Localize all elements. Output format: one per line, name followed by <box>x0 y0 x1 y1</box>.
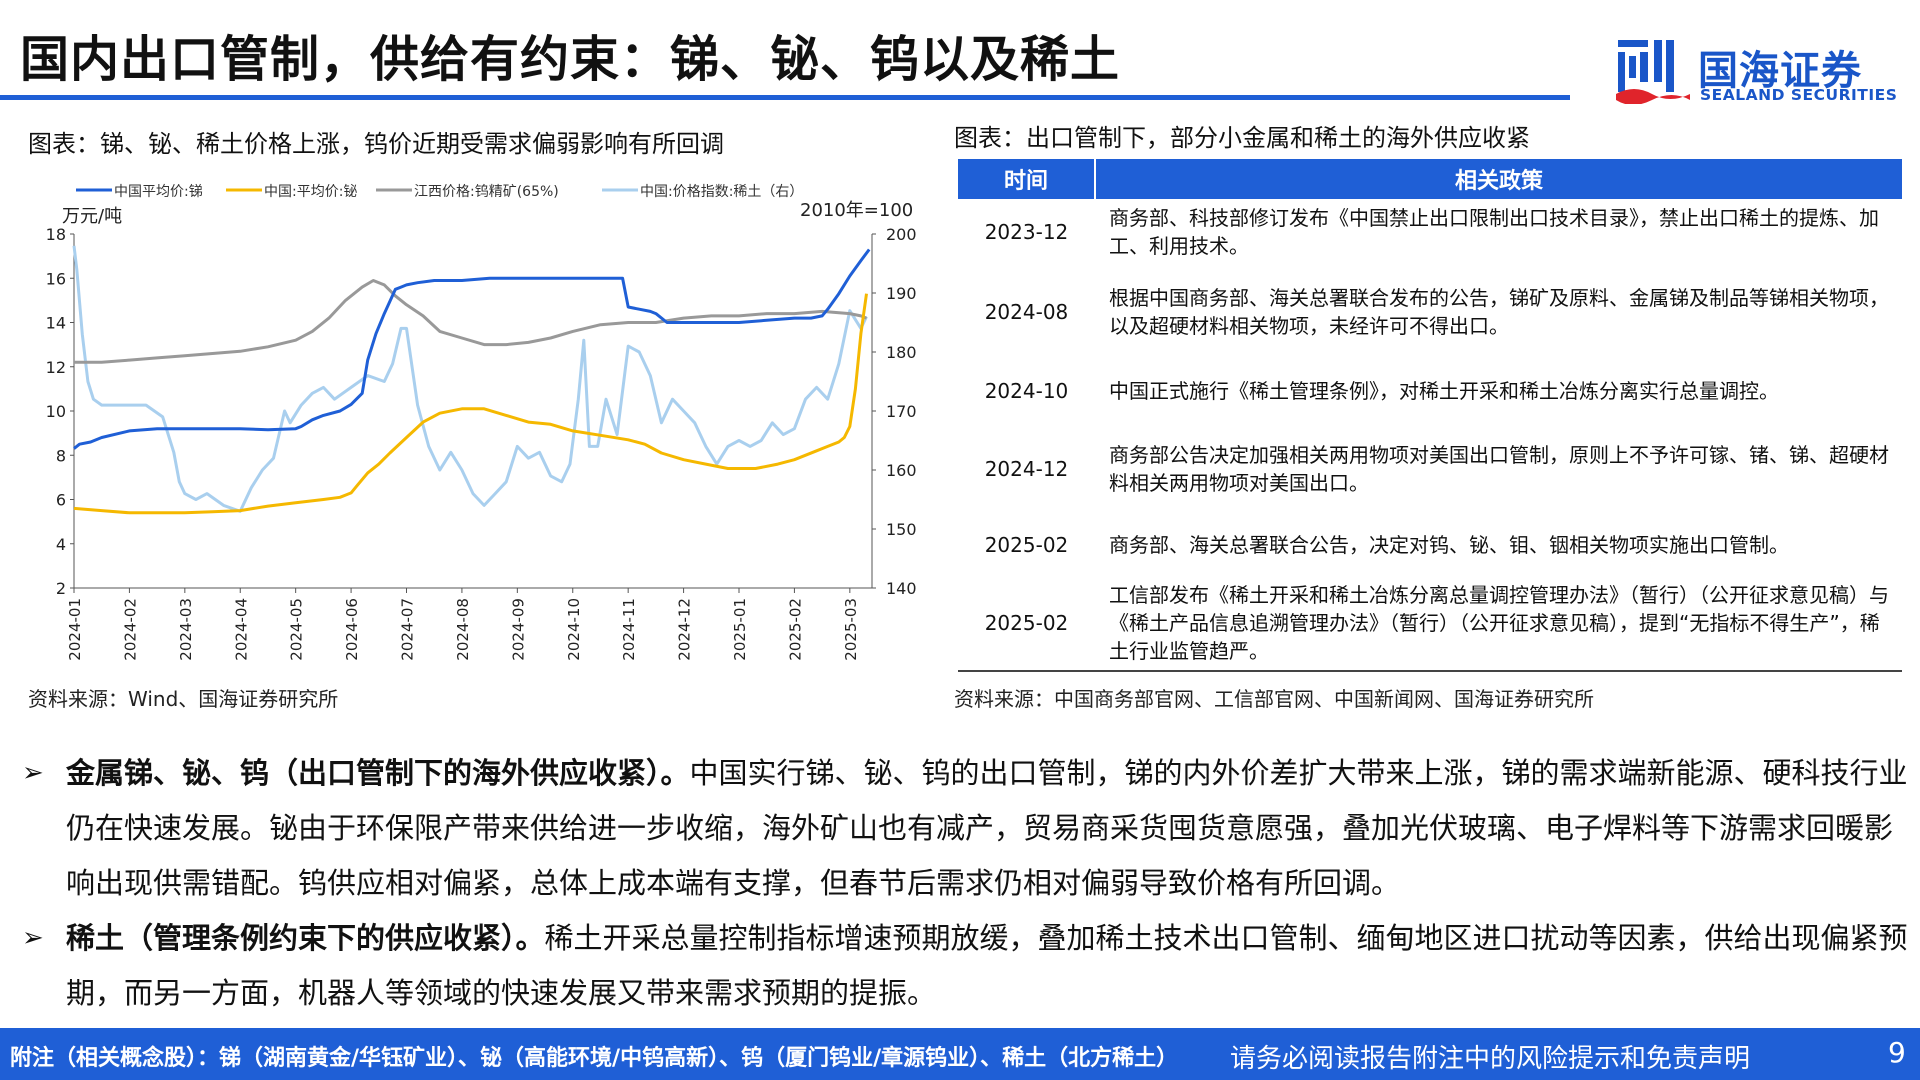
x-tick-label: 2024-05 <box>288 598 306 661</box>
table-row: 2024-12 商务部公告决定加强相关两用物项对美国出口管制，原则上不予许可镓、… <box>958 423 1902 515</box>
legend-entry: 中国:平均价:铋 <box>264 184 357 200</box>
bullet-item: ➢ 稀土（管理条例约束下的供应收紧）。稀土开采总量控制指标增速预期放缓，叠加稀土… <box>22 911 1912 1021</box>
table-header-row: 时间 相关政策 <box>958 159 1902 199</box>
title-rule <box>0 95 1570 100</box>
y-tick-label: 16 <box>46 269 66 288</box>
row-date: 2024-10 <box>984 379 1069 403</box>
x-tick-label: 2024-02 <box>121 598 139 661</box>
policy-table: 时间 相关政策 2023-12 商务部、科技部修订发布《中国禁止出口限制出口技术… <box>958 159 1902 672</box>
x-tick-label: 2024-04 <box>232 598 250 661</box>
legend-entry: 江西价格:钨精矿(65%) <box>414 184 559 200</box>
series-line <box>73 293 868 515</box>
footer-disclaimer: 请务必阅读报告附注中的风险提示和免责声明 <box>1230 1044 1751 1074</box>
legend-entry: 中国平均价:锑 <box>114 184 203 200</box>
bullet-heading: 金属锑、铋、钨（出口管制下的海外供应收紧）。 <box>66 756 690 790</box>
logo-name-en: SEALAND SECURITIES <box>1700 86 1898 104</box>
y-right-tick-label: 150 <box>886 520 917 539</box>
row-policy: 商务部、海关总署联合公告，决定对钨、铋、钼、铟相关物项实施出口管制。 <box>1109 533 1789 557</box>
x-tick-label: 2024-03 <box>177 598 195 661</box>
x-tick-label: 2024-09 <box>509 598 527 661</box>
x-tick-label: 2025-01 <box>731 598 749 661</box>
y-right-tick-label: 180 <box>886 343 917 362</box>
y-tick-label: 10 <box>46 402 66 421</box>
row-policy: 根据中国商务部、海关总署联合发布的公告，锑矿及原料、金属锑及制品等锑相关物项，以… <box>1109 286 1889 338</box>
footer-related-stocks: 附注（相关概念股）：锑（湖南黄金/华钰矿业）、铋（高能环境/中钨高新）、钨（厦门… <box>10 1046 1179 1071</box>
x-tick-label: 2024-08 <box>454 598 472 661</box>
x-tick-label: 2024-01 <box>66 598 84 661</box>
y-right-tick-label: 160 <box>886 461 917 480</box>
x-tick-label: 2024-10 <box>565 598 583 661</box>
x-tick-label: 2024-07 <box>399 598 417 661</box>
left-figure-caption: 图表：锑、铋、稀土价格上涨，钨价近期受需求偏弱影响有所回调 <box>28 130 724 158</box>
table-row: 2025-02 商务部、海关总署联合公告，决定对钨、铋、钼、铟相关物项实施出口管… <box>958 515 1902 575</box>
x-tick-label: 2024-12 <box>676 598 694 661</box>
row-policy: 商务部公告决定加强相关两用物项对美国出口管制，原则上不予许可镓、锗、锑、超硬材料… <box>1109 443 1889 495</box>
arrow-bullet-icon: ➢ <box>22 758 44 788</box>
left-unit-label: 万元/吨 <box>62 206 122 227</box>
table-row: 2023-12 商务部、科技部修订发布《中国禁止出口限制出口技术目录》，禁止出口… <box>958 199 1902 265</box>
y-tick-label: 2 <box>56 579 66 598</box>
row-date: 2025-02 <box>984 533 1069 557</box>
right-unit-label: 2010年=100 <box>800 200 913 221</box>
table-row: 2025-02 工信部发布《稀土开采和稀土冶炼分离总量调控管理办法》（暂行）（公… <box>958 575 1902 672</box>
sealand-logo-icon <box>1616 40 1690 105</box>
series-line <box>72 245 868 513</box>
bullet-text: 稀土开采总量控制指标增速预期放缓，叠加稀土技术出口管制、缅甸地区进口扰动等因素，… <box>66 921 1908 1010</box>
legend-entry: 中国:价格指数:稀土（右） <box>640 184 803 200</box>
series-line <box>73 248 871 450</box>
footer-bar: 附注（相关概念股）：锑（湖南黄金/华钰矿业）、铋（高能环境/中钨高新）、钨（厦门… <box>0 1028 1920 1080</box>
price-chart: 2 4 6 8 10 12 14 16 18 140 150 160 170 180 190 200 2024-… <box>22 176 922 676</box>
row-date: 2024-08 <box>984 300 1069 324</box>
arrow-bullet-icon: ➢ <box>22 923 44 953</box>
series-line <box>74 279 868 364</box>
bullet-text: 中国实行锑、铋、钨的出口管制，锑的内外价差扩大带来上涨，锑的需求端新能源、硬科技… <box>66 756 1908 900</box>
y-right-tick-label: 200 <box>886 225 917 244</box>
company-logo: 国海证券 SEALAND SECURITIES <box>1614 34 1914 105</box>
bullet-heading: 稀土（管理条例约束下的供应收紧）。 <box>66 921 545 955</box>
y-tick-label: 4 <box>56 535 66 554</box>
row-policy: 工信部发布《稀土开采和稀土冶炼分离总量调控管理办法》（暂行）（公开征求意见稿）与… <box>1095 575 1902 672</box>
x-tick-label: 2024-06 <box>343 598 361 661</box>
x-tick-label: 2025-02 <box>786 598 804 661</box>
page-title: 国内出口管制，供给有约束：锑、铋、钨以及稀土 <box>20 31 1121 88</box>
price-chart-svg: 2 4 6 8 10 12 14 16 18 140 150 160 170 180 190 200 2024-… <box>46 184 917 661</box>
right-table-caption: 图表：出口管制下，部分小金属和稀土的海外供应收紧 <box>954 124 1530 152</box>
table-row: 2024-08 根据中国商务部、海关总署联合发布的公告，锑矿及原料、金属锑及制品… <box>958 265 1902 359</box>
y-right-tick-label: 140 <box>886 579 917 598</box>
logo-name-cn: 国海证券 <box>1698 48 1862 94</box>
right-table-source: 资料来源：中国商务部官网、工信部官网、中国新闻网、国海证券研究所 <box>954 687 1594 711</box>
header-date: 时间 <box>958 159 1096 199</box>
y-right-tick-label: 170 <box>886 402 917 421</box>
header-policy: 相关政策 <box>1095 159 1902 199</box>
row-policy: 中国正式施行《稀土管理条例》，对稀土开采和稀土冶炼分离实行总量调控。 <box>1109 379 1779 403</box>
x-tick-label: 2024-11 <box>620 598 638 661</box>
row-date: 2023-12 <box>984 220 1069 244</box>
table-row: 2024-10 中国正式施行《稀土管理条例》，对稀土开采和稀土冶炼分离实行总量调… <box>958 359 1902 423</box>
bullet-item: ➢ 金属锑、铋、钨（出口管制下的海外供应收紧）。中国实行锑、铋、钨的出口管制，锑… <box>22 746 1912 911</box>
x-tick-label: 2025-03 <box>842 598 860 661</box>
y-right-tick-label: 190 <box>886 284 917 303</box>
row-policy: 商务部、科技部修订发布《中国禁止出口限制出口技术目录》，禁止出口稀土的提炼、加工… <box>1109 206 1879 258</box>
row-date: 2025-02 <box>958 575 1095 672</box>
row-date: 2024-12 <box>984 457 1069 481</box>
y-tick-label: 6 <box>56 491 66 510</box>
y-tick-label: 8 <box>56 446 66 465</box>
left-figure-source: 资料来源：Wind、国海证券研究所 <box>28 687 339 711</box>
bullet-list: ➢ 金属锑、铋、钨（出口管制下的海外供应收紧）。中国实行锑、铋、钨的出口管制，锑… <box>22 746 1912 1021</box>
y-tick-label: 14 <box>46 314 66 333</box>
y-tick-label: 12 <box>46 358 66 377</box>
y-tick-label: 18 <box>46 225 66 244</box>
page-number: 9 <box>1888 1036 1906 1069</box>
